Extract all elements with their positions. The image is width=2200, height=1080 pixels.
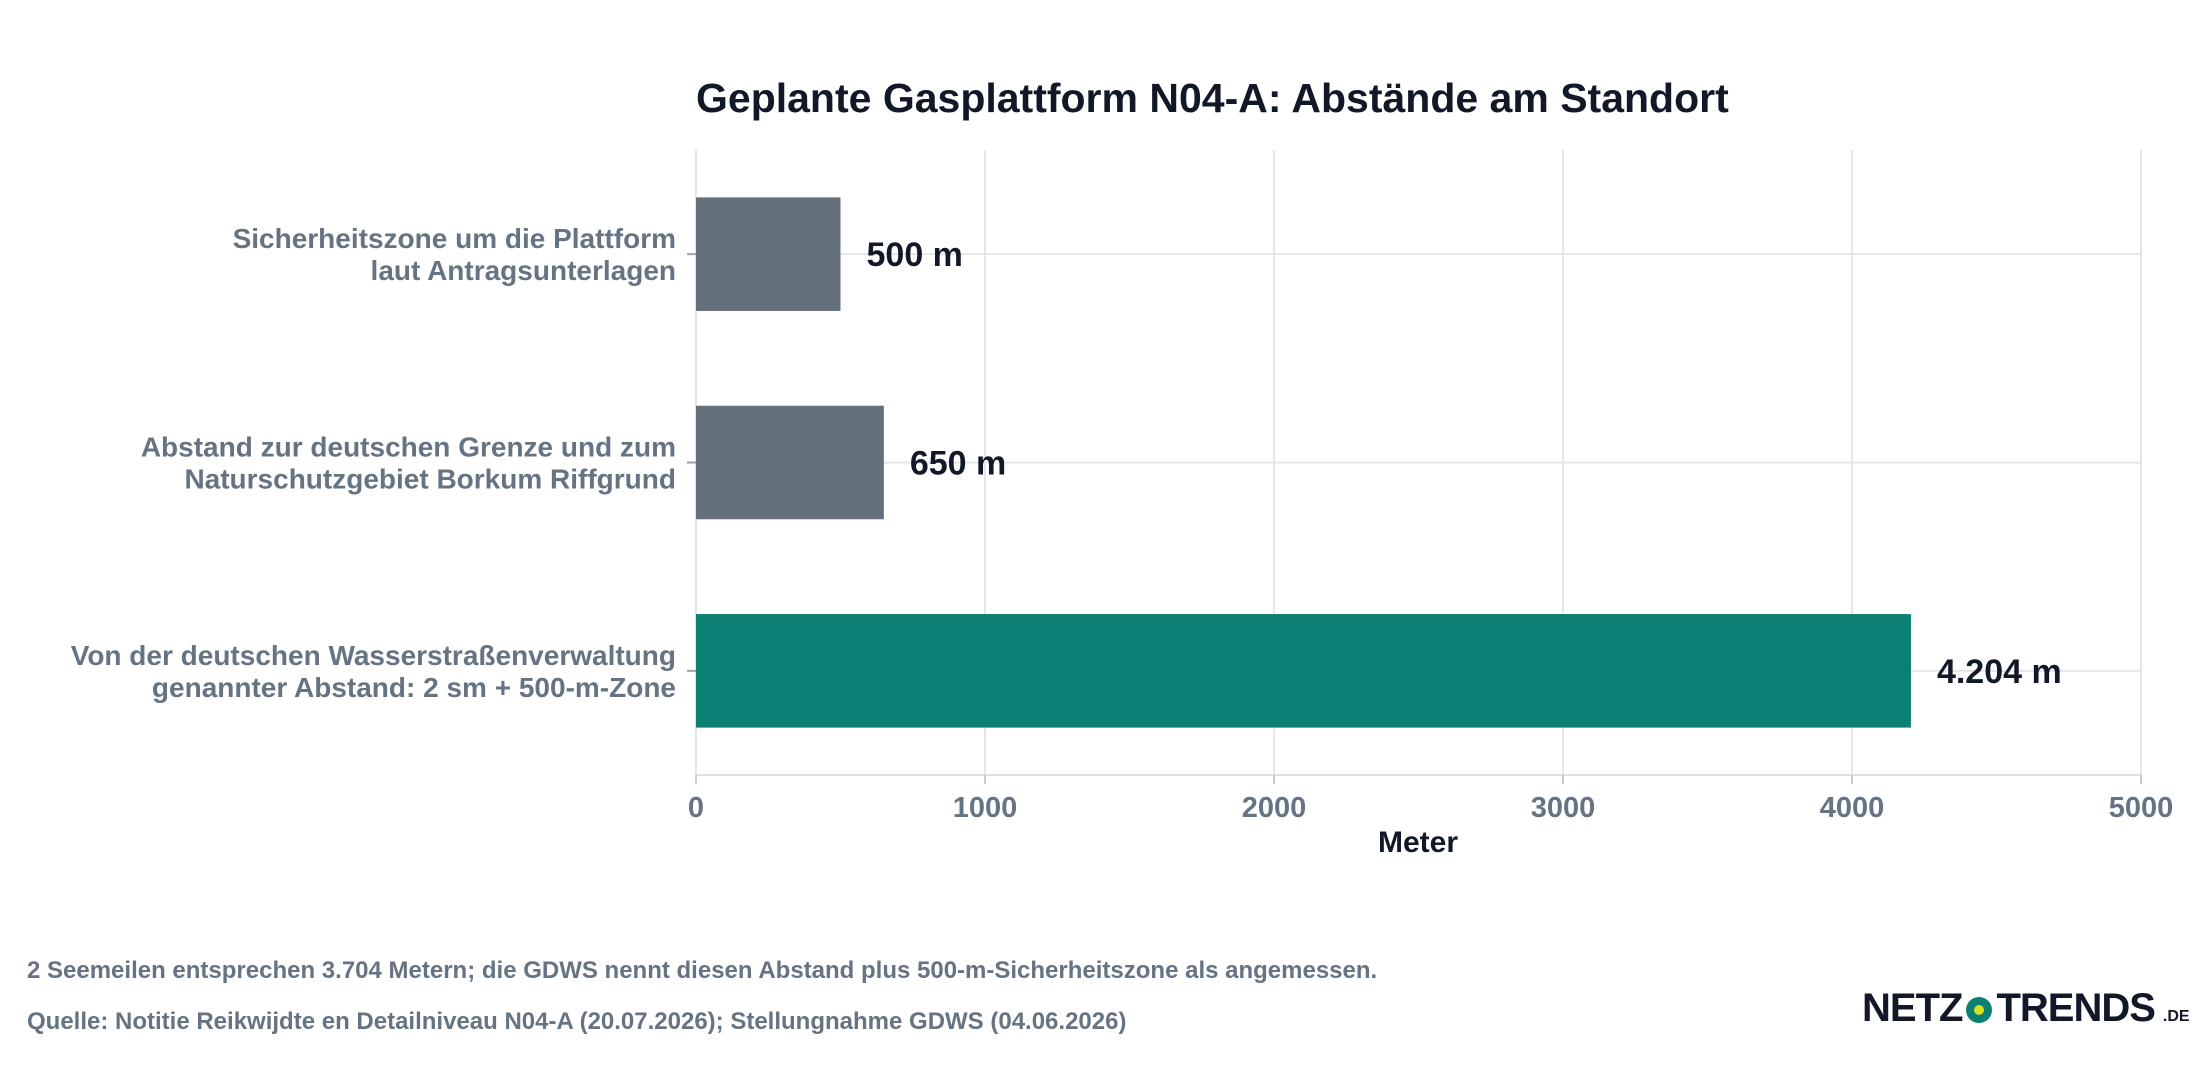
category-label-3-line-2: genannter Abstand: 2 sm + 500-m-Zone (152, 672, 676, 703)
category-label-3-line-1: Von der deutschen Wasserstraßenverwaltun… (71, 640, 676, 671)
logo-word-right: TRENDS (1996, 986, 2155, 1030)
x-tick-label: 2000 (1242, 792, 1307, 824)
x-axis-title: Meter (1378, 826, 1458, 859)
x-tick-label: 5000 (2109, 792, 2174, 824)
logo-dot-icon (1966, 997, 1993, 1023)
category-label-2-line-2: Naturschutzgebiet Borkum Riffgrund (184, 464, 676, 495)
bars: 500 m 650 m 4.204 m (696, 197, 2062, 728)
x-tick-label: 3000 (1531, 792, 1596, 824)
logo-word-left: NETZ (1862, 986, 1963, 1030)
x-tick-label: 1000 (953, 792, 1018, 824)
bar-chart: Geplante Gasplattform N04-A: Abstände am… (71, 75, 2174, 859)
footnote: 2 Seemeilen entsprechen 3.704 Metern; di… (27, 957, 1378, 984)
category-label-1-line-1: Sicherheitszone um die Plattform (233, 223, 676, 254)
bar-2 (696, 405, 884, 520)
x-axis-ticks: 0 1000 2000 3000 4000 5000 (688, 775, 2173, 824)
value-label-1: 500 m (867, 236, 963, 274)
x-tick-label: 4000 (1820, 792, 1885, 824)
bar-1 (696, 197, 841, 311)
value-label-3: 4.204 m (1937, 653, 2062, 691)
source-note: Quelle: Notitie Reikwijdte en Detailnive… (27, 1008, 1127, 1035)
category-label-1-line-2: laut Antragsunterlagen (371, 255, 676, 286)
x-tick-label: 0 (688, 792, 704, 824)
value-label-2: 650 m (910, 445, 1006, 483)
chart-title: Geplante Gasplattform N04-A: Abstände am… (696, 75, 1729, 121)
netzotrends-logo: NETZ TRENDS .DE (1862, 986, 2190, 1031)
bar-3 (696, 614, 1911, 728)
category-label-2-line-1: Abstand zur deutschen Grenze und zum (141, 432, 676, 463)
logo-tld: .DE (2162, 1008, 2190, 1025)
